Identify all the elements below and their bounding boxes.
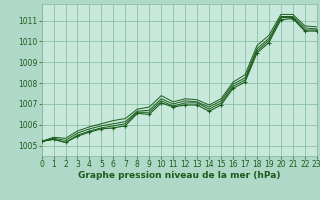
X-axis label: Graphe pression niveau de la mer (hPa): Graphe pression niveau de la mer (hPa) bbox=[78, 171, 280, 180]
